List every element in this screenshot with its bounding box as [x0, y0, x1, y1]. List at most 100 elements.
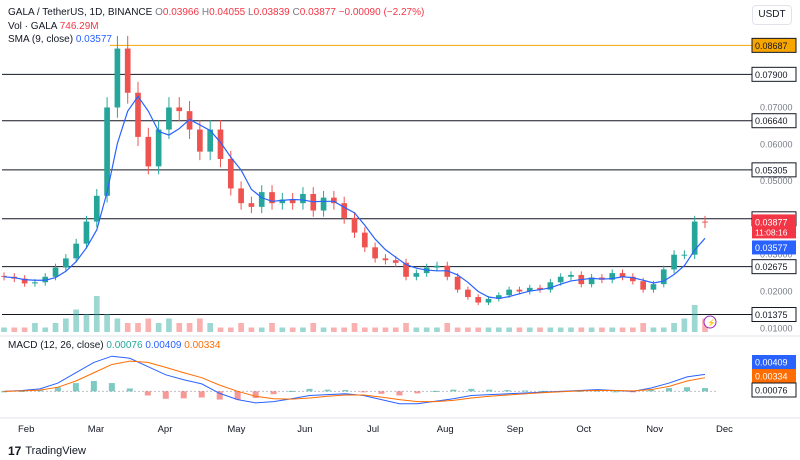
sma-line [3, 95, 706, 300]
candle-body [227, 158, 234, 189]
low-value: 0.03839 [253, 7, 290, 18]
volume-bar [537, 327, 543, 332]
countdown-label: 11:08:16 [755, 227, 788, 237]
volume-bar [21, 327, 28, 332]
volume-bar [630, 327, 636, 332]
candle-body [475, 297, 482, 303]
candle-body [660, 269, 667, 285]
candle-body [454, 276, 461, 290]
sma-label: SMA (9, close) [8, 34, 74, 45]
volume-bar [135, 323, 141, 332]
volume-bar [73, 309, 79, 332]
candle-body [83, 221, 90, 244]
macd-hist-bar [216, 391, 223, 400]
macd-hist-bar [234, 391, 241, 400]
macd-hist-bar [666, 388, 673, 392]
sma-badge [752, 240, 796, 255]
macd-hist-bar [252, 391, 259, 398]
volume-bar [207, 323, 214, 332]
macd-label: MACD (12, 26, close) [8, 340, 104, 351]
candle-body [197, 129, 203, 152]
volume-bar [568, 327, 574, 332]
x-tick-apr: Apr [158, 424, 173, 435]
level-badge-0 [751, 37, 797, 53]
sma-legend[interactable]: SMA (9, close) 0.03577 [8, 34, 112, 46]
candle-body [176, 107, 183, 112]
macd-hist-bar [54, 387, 61, 392]
candle-body [691, 221, 698, 255]
candle-body [331, 197, 337, 204]
volume-value: 746.29M [59, 21, 99, 32]
candle-body [619, 273, 626, 277]
volume-legend[interactable]: Vol · GALA 746.29M [8, 21, 99, 33]
level-badge-1 [751, 66, 797, 82]
macd-hist-bar [648, 389, 655, 392]
currency-button[interactable]: USDT [752, 5, 792, 25]
candle-body [495, 295, 502, 299]
y-tick-3: 0.03000 [760, 250, 793, 260]
symbol-title[interactable]: GALA / TetherUS, 1D, BINANCE [8, 7, 153, 18]
x-tick-nov: Nov [646, 424, 663, 435]
candle-body [392, 260, 399, 263]
volume-bar [465, 327, 471, 332]
volume-bar [114, 318, 121, 332]
candle-body [42, 276, 49, 283]
macd-legend[interactable]: MACD (12, 26, close) 0.00076 0.00409 0.0… [8, 340, 220, 352]
macd-hist-bar [540, 390, 547, 392]
candle-body [506, 289, 512, 296]
volume-bar [660, 327, 667, 332]
open-value: 0.03966 [162, 7, 200, 18]
candle-body [279, 199, 286, 204]
volume-bar [454, 327, 461, 332]
candle-body [516, 289, 523, 292]
x-tick-jun: Jun [297, 424, 312, 435]
macd-hist-bar [288, 390, 295, 392]
x-tick-dec: Dec [716, 424, 733, 435]
volume-bar [619, 327, 626, 332]
volume-bar [176, 323, 183, 332]
volume-bar [392, 327, 399, 332]
volume-bar [248, 327, 255, 332]
y-tick-5: 0.01000 [760, 323, 793, 333]
volume-bar [166, 318, 172, 332]
candle-body [702, 221, 708, 223]
x-tick-feb: Feb [18, 424, 34, 435]
macd-hist-bar [450, 389, 457, 392]
volume-bar [475, 327, 482, 332]
candle-body [289, 199, 296, 204]
volume-bar [331, 327, 337, 332]
volume-bar [434, 327, 440, 332]
volume-bar [599, 327, 605, 332]
macd-hist-bar [36, 390, 43, 392]
hist-badge-label: 0.00076 [755, 386, 788, 396]
candle-body [73, 243, 79, 259]
volume-bar [547, 327, 554, 332]
level-badge-3 [751, 162, 797, 178]
candle-body [372, 247, 378, 259]
tradingview-footer[interactable]: 17 TradingView [8, 444, 86, 458]
macd-hist-bar [504, 390, 511, 392]
volume-bar [155, 323, 162, 332]
volume-bar [124, 323, 131, 332]
candle-body [434, 265, 440, 268]
macd-hist-value: 0.00076 [106, 340, 143, 351]
x-tick-sep: Sep [507, 424, 524, 435]
tradingview-brand: TradingView [25, 445, 86, 457]
macd-hist-bar [702, 388, 708, 392]
volume-bar [63, 318, 69, 332]
x-tick-aug: Aug [437, 424, 454, 435]
candle-body [166, 107, 172, 130]
volume-bar [691, 305, 698, 332]
level-label-0: 0.08687 [755, 41, 788, 51]
candle-body [258, 192, 265, 207]
level-label-6: 0.01375 [755, 310, 788, 320]
level-label-1: 0.07900 [755, 70, 788, 80]
lightning-icon[interactable] [703, 315, 717, 329]
macd-hist-bar [144, 391, 151, 396]
signal-badge-label: 0.00334 [755, 372, 788, 382]
macd-hist-bar [108, 383, 115, 392]
macd-badge-label: 0.00409 [755, 358, 788, 368]
volume-bar [444, 323, 451, 332]
volume-bar [485, 327, 492, 332]
